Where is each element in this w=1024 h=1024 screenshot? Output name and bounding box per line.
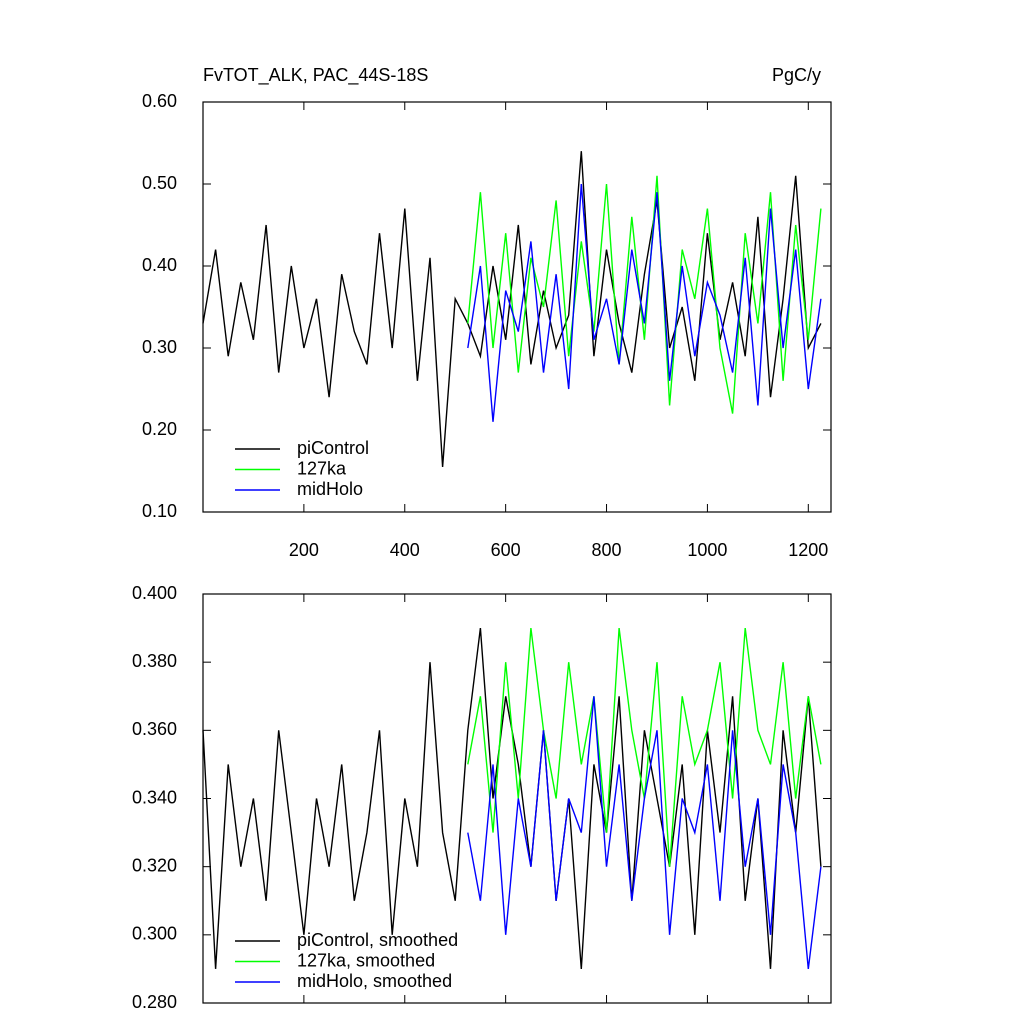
y-tick-label: 0.300 — [132, 924, 177, 944]
series-line — [467, 696, 822, 969]
series-line — [467, 628, 822, 867]
legend-label: 127ka — [297, 458, 347, 478]
legend-label: piControl — [297, 438, 369, 458]
x-tick-label: 400 — [390, 540, 420, 560]
x-tick-label: 800 — [592, 540, 622, 560]
y-tick-label: 0.40 — [142, 255, 177, 275]
legend-label: midHolo, smoothed — [297, 971, 452, 991]
y-tick-label: 0.320 — [132, 855, 177, 875]
chart-title: FvTOT_ALK, PAC_44S-18S — [203, 65, 428, 86]
y-tick-label: 0.50 — [142, 173, 177, 193]
series-line — [467, 183, 822, 422]
y-tick-label: 0.30 — [142, 337, 177, 357]
legend-label: piControl, smoothed — [297, 930, 458, 950]
plot-frame — [202, 101, 832, 513]
y-tick-label: 0.280 — [132, 992, 177, 1012]
series-line — [467, 175, 822, 414]
legend-label: 127ka, smoothed — [297, 950, 435, 970]
y-tick-label: 0.380 — [132, 651, 177, 671]
x-tick-label: 1200 — [788, 540, 828, 560]
x-tick-label: 600 — [491, 540, 521, 560]
y-tick-label: 0.20 — [142, 419, 177, 439]
y-tick-label: 0.400 — [132, 583, 177, 603]
x-tick-label: 200 — [289, 540, 319, 560]
x-tick-label: 1000 — [687, 540, 727, 560]
y-tick-label: 0.60 — [142, 91, 177, 111]
y-tick-label: 0.340 — [132, 787, 177, 807]
legend-label: midHolo — [297, 479, 363, 499]
units-label: PgC/y — [772, 65, 821, 85]
y-tick-label: 0.10 — [142, 501, 177, 521]
y-tick-label: 0.360 — [132, 719, 177, 739]
